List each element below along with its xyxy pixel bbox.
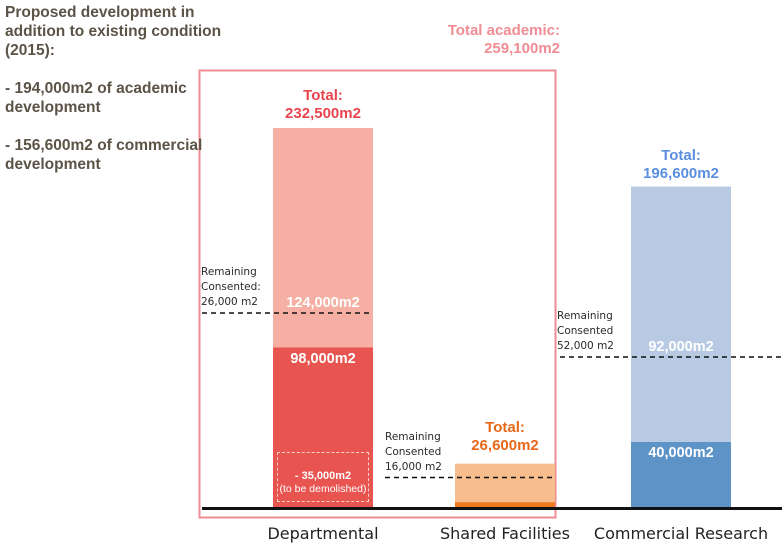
demolition-value: - 35,000m2 — [294, 470, 352, 482]
segment-label-dept-lower: 98,000m2 — [290, 351, 356, 367]
total-label-line2: 196,600m2 — [643, 165, 719, 182]
bar-segment-commercial-additional — [631, 186, 731, 442]
bar-segment-shared-additional — [455, 463, 555, 503]
academic-total-line1: Total academic: — [447, 22, 560, 39]
annot-line: Remaining — [201, 266, 257, 278]
remaining-consented-departmental: Remaining Consented: 26,000 m2 — [201, 265, 261, 310]
total-label-line2: 26,600m2 — [471, 437, 539, 454]
category-label-commercial: Commercial Research — [593, 524, 769, 543]
annot-line: 16,000 m2 — [385, 461, 442, 473]
category-label-departmental: Departmental — [267, 524, 379, 543]
bar-segment-departmental-additional — [273, 128, 373, 348]
total-label-line2: 232,500m2 — [285, 105, 361, 122]
segment-label-commercial-lower: 40,000m2 — [648, 445, 714, 461]
total-label-departmental: Total: 232,500m2 — [263, 87, 383, 123]
annot-line: Consented — [385, 446, 442, 458]
intro-bullet-commercial: - 156,600m2 of commercial development — [5, 137, 203, 173]
annot-line: 26,000 m2 — [201, 296, 258, 308]
annot-line: Remaining — [385, 431, 441, 443]
total-label-shared: Total: 26,600m2 — [445, 419, 565, 455]
annot-line: 52,000 m2 — [557, 340, 614, 352]
intro-text: Proposed development in addition to exis… — [5, 3, 255, 193]
annot-line: Remaining — [557, 310, 613, 322]
bar-segment-commercial-base — [631, 441, 731, 507]
demolition-box: - 35,000m2 (to be demolished) — [277, 452, 369, 502]
bar-segment-departmental-base — [273, 347, 373, 507]
total-label-commercial: Total: 196,600m2 — [621, 147, 741, 183]
bar-segment-shared-base — [455, 502, 555, 507]
demolition-note: (to be demolished) — [279, 483, 367, 495]
remaining-consented-commercial: Remaining Consented 52,000 m2 — [557, 309, 614, 354]
academic-total-line2: 259,100m2 — [484, 40, 560, 57]
annot-line: Consented — [557, 325, 614, 337]
total-label-line1: Total: — [661, 147, 701, 164]
annot-line: Consented: — [201, 281, 261, 293]
intro-heading: Proposed development in addition to exis… — [5, 4, 222, 59]
total-label-line1: Total: — [303, 87, 343, 104]
segment-label-dept-upper: 124,000m2 — [286, 295, 360, 311]
academic-group-frame — [198, 69, 557, 519]
academic-total-label: Total academic: 259,100m2 — [400, 22, 560, 58]
remaining-consented-shared: Remaining Consented 16,000 m2 — [385, 430, 442, 475]
category-label-shared: Shared Facilities — [440, 524, 570, 543]
segment-label-commercial-upper: 92,000m2 — [648, 339, 714, 355]
total-label-line1: Total: — [485, 419, 525, 436]
intro-bullet-academic: - 194,000m2 of academic development — [5, 80, 187, 116]
